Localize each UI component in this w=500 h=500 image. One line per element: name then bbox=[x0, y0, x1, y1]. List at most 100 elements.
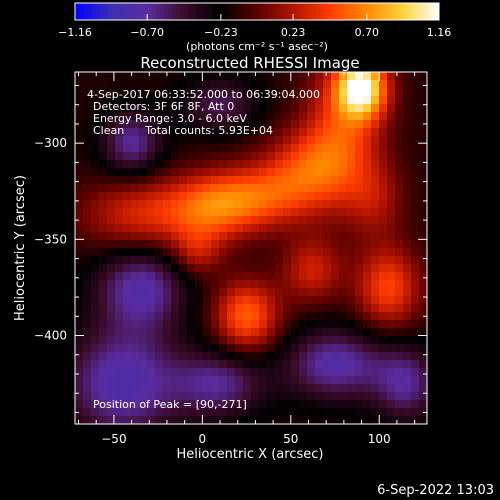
heatmap-cell bbox=[363, 392, 372, 401]
heatmap-cell bbox=[307, 280, 316, 289]
heatmap-cell bbox=[291, 208, 300, 217]
heatmap-cell bbox=[123, 400, 132, 409]
heatmap-cell bbox=[171, 304, 180, 313]
heatmap-cell bbox=[363, 216, 372, 225]
heatmap-cell bbox=[83, 368, 92, 377]
heatmap-cell bbox=[315, 120, 324, 129]
heatmap-cell bbox=[131, 216, 140, 225]
heatmap-cell bbox=[203, 160, 212, 169]
heatmap-cell bbox=[259, 232, 268, 241]
heatmap-cell bbox=[227, 336, 236, 345]
heatmap-cell bbox=[139, 152, 148, 161]
heatmap-cell bbox=[283, 88, 292, 97]
heatmap-cell bbox=[75, 200, 84, 209]
heatmap-cell bbox=[411, 120, 420, 129]
heatmap-cell bbox=[179, 128, 188, 137]
heatmap-cell bbox=[403, 376, 412, 385]
heatmap-cell bbox=[155, 232, 164, 241]
heatmap-cell bbox=[99, 408, 108, 417]
heatmap-cell bbox=[155, 200, 164, 209]
heatmap-cell bbox=[155, 176, 164, 185]
heatmap-cell bbox=[275, 192, 284, 201]
heatmap-cell bbox=[299, 184, 308, 193]
heatmap-cell bbox=[363, 352, 372, 361]
heatmap-cell bbox=[339, 392, 348, 401]
heatmap-cell bbox=[203, 168, 212, 177]
heatmap-cell bbox=[251, 224, 260, 233]
heatmap-cell bbox=[347, 96, 356, 105]
heatmap-cell bbox=[379, 256, 388, 265]
heatmap-cell bbox=[195, 280, 204, 289]
heatmap-cell bbox=[91, 176, 100, 185]
heatmap-cell bbox=[195, 128, 204, 137]
heatmap-cell bbox=[235, 264, 244, 273]
heatmap-cell bbox=[395, 96, 404, 105]
heatmap-cell bbox=[171, 264, 180, 273]
heatmap-cell bbox=[115, 376, 124, 385]
heatmap-cell bbox=[83, 280, 92, 289]
heatmap-cell bbox=[419, 368, 427, 377]
heatmap-cell bbox=[203, 72, 212, 81]
heatmap-cell bbox=[419, 264, 427, 273]
heatmap-cell bbox=[387, 296, 396, 305]
heatmap-cell bbox=[115, 136, 124, 145]
heatmap-cell bbox=[379, 232, 388, 241]
heatmap-cell bbox=[171, 168, 180, 177]
heatmap-cell bbox=[251, 240, 260, 249]
heatmap-cell bbox=[347, 408, 356, 417]
heatmap-cell bbox=[187, 248, 196, 257]
heatmap-cell bbox=[139, 80, 148, 89]
heatmap-cell bbox=[115, 96, 124, 105]
heatmap-cell bbox=[195, 392, 204, 401]
heatmap-cell bbox=[395, 192, 404, 201]
heatmap-cell bbox=[275, 144, 284, 153]
heatmap-cell bbox=[235, 152, 244, 161]
heatmap-cell bbox=[363, 160, 372, 169]
heatmap-cell bbox=[107, 248, 116, 257]
heatmap-cell bbox=[411, 328, 420, 337]
heatmap-cell bbox=[203, 96, 212, 105]
heatmap-cell bbox=[99, 72, 108, 81]
heatmap-cell bbox=[171, 96, 180, 105]
heatmap-cell bbox=[99, 80, 108, 89]
heatmap-cell bbox=[195, 352, 204, 361]
heatmap-cell bbox=[107, 88, 116, 97]
heatmap-cell bbox=[275, 216, 284, 225]
heatmap-cell bbox=[139, 368, 148, 377]
heatmap-cell bbox=[403, 272, 412, 281]
heatmap-cell bbox=[299, 192, 308, 201]
heatmap-cell bbox=[179, 232, 188, 241]
heatmap-cell bbox=[323, 104, 332, 113]
heatmap-cell bbox=[387, 280, 396, 289]
heatmap-cell bbox=[211, 288, 220, 297]
heatmap-cell bbox=[187, 312, 196, 321]
heatmap-cell bbox=[259, 176, 268, 185]
heatmap-cell bbox=[75, 376, 84, 385]
heatmap-cell bbox=[403, 384, 412, 393]
heatmap-cell bbox=[379, 280, 388, 289]
heatmap-cell bbox=[251, 88, 260, 97]
heatmap-cell bbox=[179, 192, 188, 201]
heatmap-cell bbox=[227, 184, 236, 193]
heatmap-cell bbox=[283, 336, 292, 345]
heatmap-cell bbox=[355, 336, 364, 345]
heatmap-cell bbox=[203, 224, 212, 233]
heatmap-cell bbox=[419, 304, 427, 313]
heatmap-cell bbox=[235, 112, 244, 121]
heatmap-cell bbox=[219, 184, 228, 193]
heatmap-cell bbox=[211, 312, 220, 321]
heatmap-cell bbox=[291, 320, 300, 329]
heatmap-cell bbox=[163, 200, 172, 209]
heatmap-cell bbox=[203, 120, 212, 129]
heatmap-cell bbox=[139, 312, 148, 321]
heatmap-cell bbox=[291, 128, 300, 137]
heatmap-cell bbox=[219, 304, 228, 313]
heatmap-cell bbox=[235, 368, 244, 377]
heatmap-cell bbox=[419, 400, 427, 409]
heatmap-cell bbox=[227, 288, 236, 297]
heatmap-cell bbox=[331, 136, 340, 145]
heatmap-cell bbox=[363, 376, 372, 385]
heatmap-cell bbox=[371, 96, 380, 105]
heatmap-cell bbox=[187, 240, 196, 249]
heatmap-cell bbox=[131, 224, 140, 233]
